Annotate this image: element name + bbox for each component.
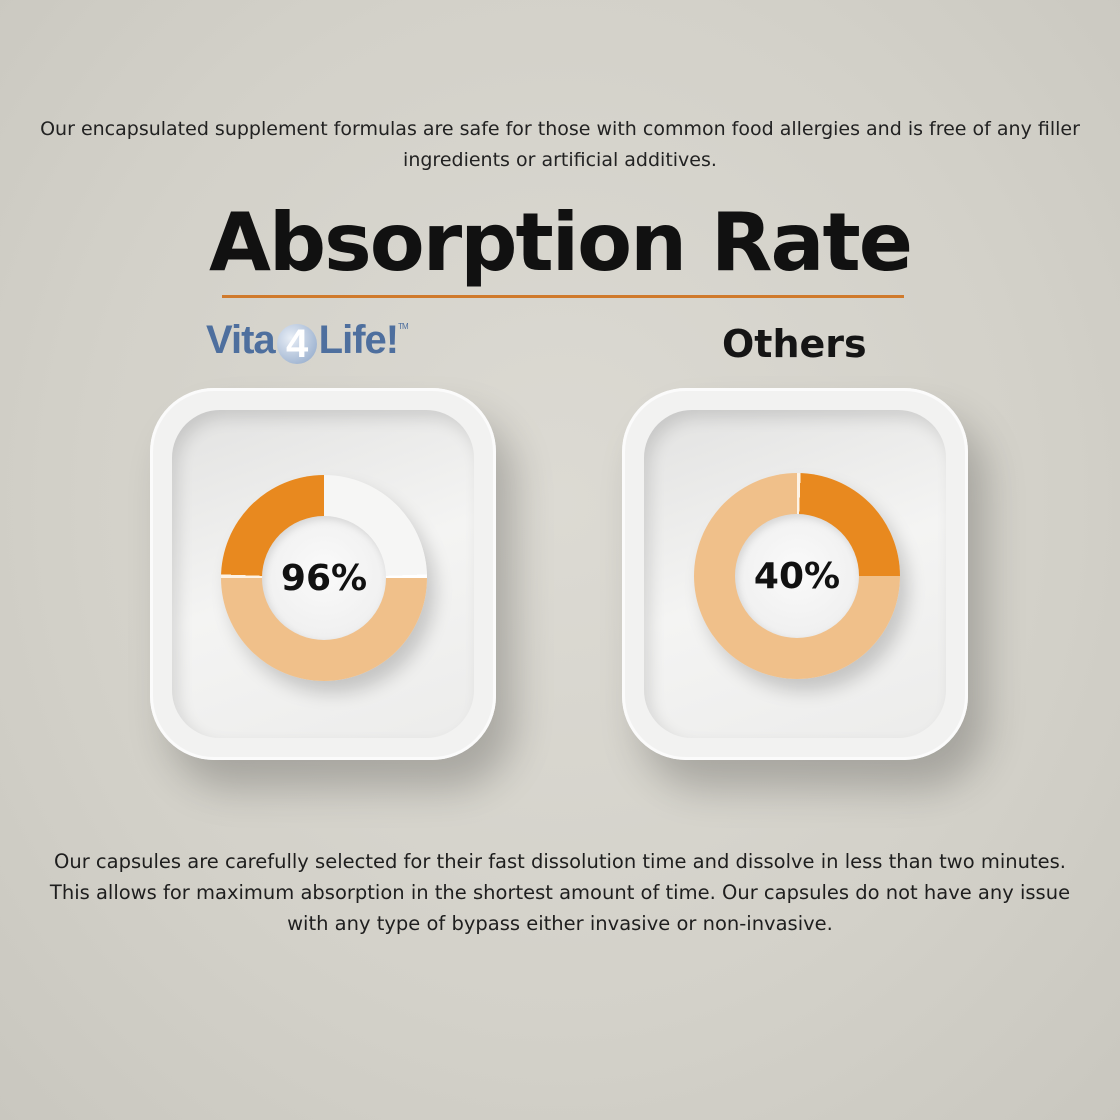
title-underline	[222, 295, 904, 298]
brand-absorption-donut: 96%	[221, 475, 427, 681]
others-label: Others	[722, 322, 867, 366]
others-percent-label: 40%	[735, 514, 859, 638]
outro-text: Our capsules are carefully selected for …	[49, 850, 1071, 935]
page-title: Absorption Rate	[209, 196, 913, 289]
others-tray	[622, 388, 968, 760]
brand-percent-label: 96%	[262, 516, 386, 640]
others-absorption-donut: 40%	[694, 473, 900, 679]
intro-text: Our encapsulated supplement formulas are…	[40, 118, 1080, 171]
brand-logo: Vita 4 Life!TM	[206, 318, 409, 366]
